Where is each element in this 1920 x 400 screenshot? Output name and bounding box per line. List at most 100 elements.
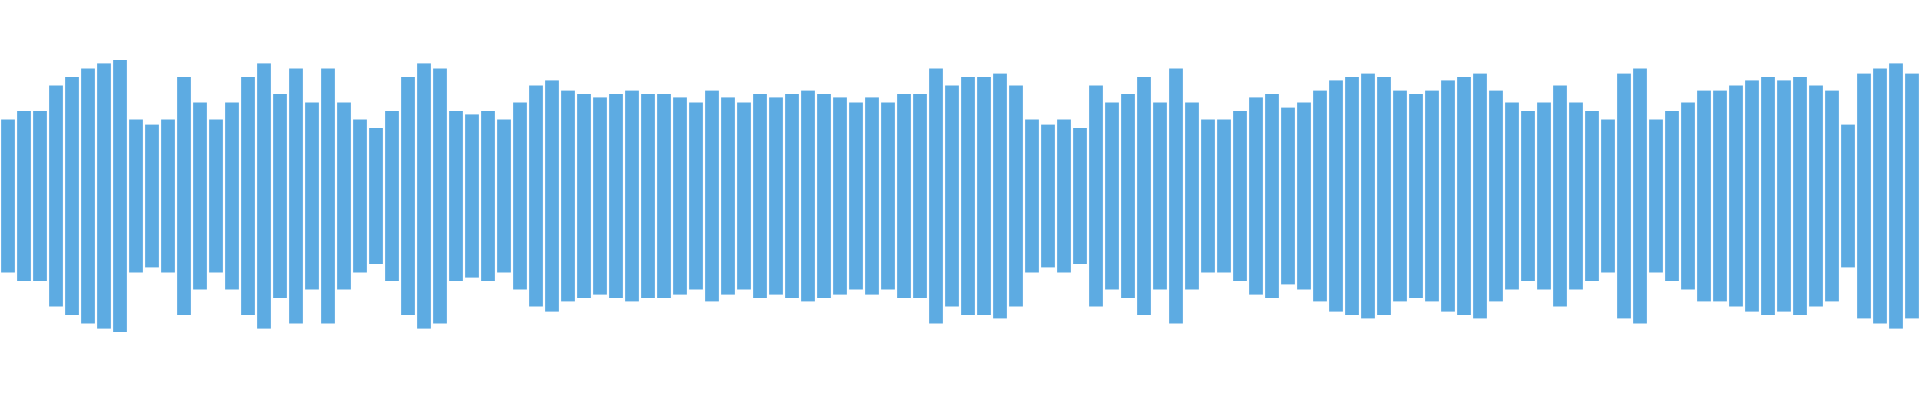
wave-bar — [1633, 68, 1647, 324]
wave-bar — [945, 85, 959, 307]
wave-bar — [1073, 128, 1087, 264]
wave-bar — [1809, 85, 1823, 307]
wave-bar — [417, 63, 431, 329]
wave-bar — [449, 111, 463, 281]
wave-bar — [401, 77, 415, 315]
wave-bar — [625, 90, 639, 302]
wave-bar — [145, 124, 159, 268]
wave-bar — [1841, 124, 1855, 268]
wave-bar — [1217, 119, 1231, 273]
wave-bar — [1377, 77, 1391, 315]
wave-bar — [161, 119, 175, 273]
wave-bar — [49, 85, 63, 307]
wave-bar — [1697, 90, 1711, 302]
wave-bar — [81, 68, 95, 324]
wave-bar — [1537, 102, 1551, 290]
wave-bar — [817, 94, 831, 298]
wave-bar — [1137, 77, 1151, 315]
wave-bar — [1713, 90, 1727, 302]
wave-bar — [577, 94, 591, 298]
wave-bar — [1393, 90, 1407, 302]
wave-bar — [465, 114, 479, 278]
wave-bar — [1505, 102, 1519, 290]
wave-bar — [1, 119, 15, 273]
wave-bar — [1009, 85, 1023, 307]
wave-bar — [1825, 90, 1839, 302]
wave-bar — [545, 80, 559, 312]
wave-bar — [881, 102, 895, 290]
wave-bar — [513, 102, 527, 290]
wave-bar — [193, 102, 207, 290]
wave-bar — [225, 102, 239, 290]
wave-bar — [1889, 63, 1903, 329]
wave-bar — [641, 94, 655, 298]
wave-bar — [1329, 80, 1343, 312]
wave-bar — [753, 94, 767, 298]
wave-bar — [1457, 77, 1471, 315]
wave-bar — [481, 111, 495, 281]
wave-bar — [337, 102, 351, 290]
wave-bar — [1089, 85, 1103, 307]
wave-bar — [689, 102, 703, 290]
wave-bar — [1153, 102, 1167, 290]
wave-bar — [1857, 73, 1871, 319]
wave-bar — [769, 97, 783, 295]
wave-bar — [993, 73, 1007, 319]
wave-bar — [1281, 107, 1295, 285]
wave-bar — [177, 77, 191, 315]
wave-bar — [1489, 90, 1503, 302]
wave-bar — [433, 68, 447, 324]
wave-bar — [1681, 102, 1695, 290]
wave-bar — [273, 94, 287, 298]
wave-bar — [961, 77, 975, 315]
wave-bar — [529, 85, 543, 307]
wave-bar — [1057, 119, 1071, 273]
wave-bar — [1105, 102, 1119, 290]
wave-bar — [1297, 102, 1311, 290]
wave-bar — [705, 90, 719, 302]
wave-bar — [673, 97, 687, 295]
wave-bar — [1665, 111, 1679, 281]
wave-bar — [801, 90, 815, 302]
wave-bar — [1905, 73, 1919, 319]
wave-bar — [1361, 73, 1375, 319]
wave-bar — [1553, 85, 1567, 307]
wave-bar — [1521, 111, 1535, 281]
wave-bar — [1569, 102, 1583, 290]
wave-bar — [1425, 90, 1439, 302]
wave-bar — [1649, 119, 1663, 273]
wave-bar — [849, 102, 863, 290]
wave-bar — [1201, 119, 1215, 273]
wave-bar — [497, 119, 511, 273]
wave-bar — [609, 94, 623, 298]
wave-bar — [1265, 94, 1279, 298]
wave-bar — [33, 111, 47, 281]
wave-bar — [353, 119, 367, 273]
wave-bar — [65, 77, 79, 315]
wave-bar — [1729, 85, 1743, 307]
wave-bar — [1473, 73, 1487, 319]
wave-bar — [369, 128, 383, 264]
wave-bar — [1345, 77, 1359, 315]
wave-bar — [1761, 77, 1775, 315]
wave-bar — [1745, 80, 1759, 312]
wave-bar — [1041, 124, 1055, 268]
wave-bar — [385, 111, 399, 281]
wave-bar — [1601, 119, 1615, 273]
wave-bar — [1777, 80, 1791, 312]
wave-bar — [721, 97, 735, 295]
wave-bar — [17, 111, 31, 281]
wave-bar — [257, 63, 271, 329]
wave-bar — [929, 68, 943, 324]
wave-bar — [833, 97, 847, 295]
wave-bar — [913, 94, 927, 298]
wave-bar — [129, 119, 143, 273]
wave-bar — [737, 102, 751, 290]
wave-bar — [1793, 77, 1807, 315]
wave-bar — [1409, 94, 1423, 298]
wave-bar — [865, 97, 879, 295]
wave-bar — [1121, 94, 1135, 298]
wave-bar — [561, 90, 575, 302]
wave-bar — [97, 63, 111, 329]
